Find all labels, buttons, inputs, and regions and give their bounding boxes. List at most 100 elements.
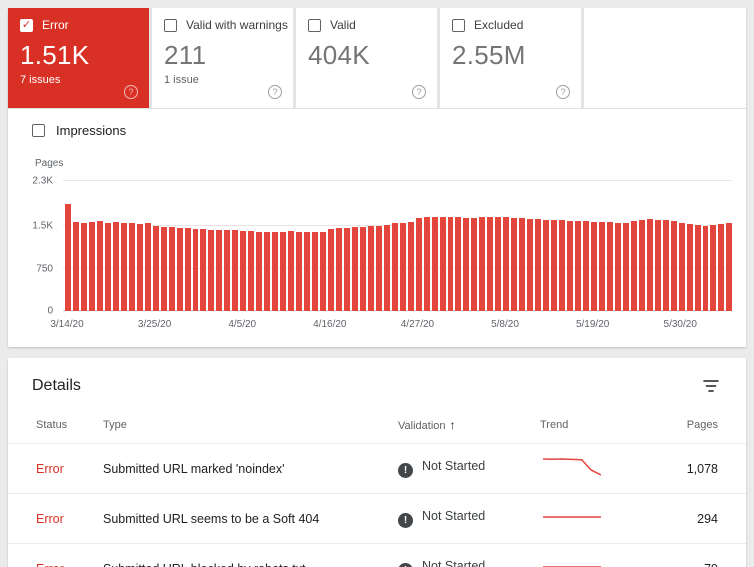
column-header-validation[interactable]: Validation ↑ [398,410,540,444]
chart-bar[interactable] [535,219,542,311]
chart-bar[interactable] [351,227,358,311]
status-card-valid-with-warnings[interactable]: Valid with warnings 211 1 issue ? [152,8,293,108]
help-icon[interactable]: ? [556,85,570,99]
valid-checkbox[interactable] [308,18,321,32]
column-header-type[interactable]: Type [103,410,398,444]
chart-bar[interactable] [694,225,701,311]
chart-bar[interactable] [144,223,151,311]
chart-bar[interactable] [375,225,382,311]
chart-bar[interactable] [168,227,175,311]
chart-bar[interactable] [598,221,605,311]
chart-bar[interactable] [662,220,669,311]
chart-bar[interactable] [455,217,462,311]
chart-bar[interactable] [431,217,438,311]
chart-bar[interactable] [256,231,263,311]
chart-bar[interactable] [288,231,295,311]
chart-bar[interactable] [670,220,677,311]
chart-bar[interactable] [112,222,119,311]
chart-bar[interactable] [519,218,526,311]
chart-bar[interactable] [192,229,199,311]
chart-bar[interactable] [630,220,637,311]
chart-bar[interactable] [312,232,318,311]
chart-bar[interactable] [447,216,454,311]
chart-bar[interactable] [88,222,95,311]
chart-bar[interactable] [590,221,597,311]
chart-bar[interactable] [702,225,709,311]
chart-bar[interactable] [80,222,87,311]
chart-bar[interactable] [120,223,127,311]
chart-bar[interactable] [136,223,143,311]
chart-bar[interactable] [176,227,183,311]
help-icon[interactable]: ? [268,85,282,99]
chart-bar[interactable] [104,222,111,311]
column-header-trend[interactable]: Trend [540,410,658,444]
chart-bar[interactable] [471,218,478,311]
chart-bar[interactable] [96,221,103,311]
chart-bar[interactable] [439,216,446,311]
excluded-checkbox[interactable] [452,18,465,32]
chart-bar[interactable] [503,217,510,311]
error-checkbox[interactable]: ✓ [20,18,33,32]
table-row[interactable]: Error Submitted URL marked 'noindex'! Not … [8,443,746,494]
chart-bar[interactable] [399,222,406,311]
help-icon[interactable]: ? [412,85,426,99]
chart-bar[interactable] [710,224,717,311]
chart-bar[interactable] [606,222,613,311]
chart-bar[interactable] [216,229,223,311]
valid-with-warnings-checkbox[interactable] [164,18,177,32]
chart-bar[interactable] [726,223,733,311]
chart-bar[interactable] [686,223,693,311]
filter-icon[interactable] [700,376,722,396]
chart-bar[interactable] [128,222,135,311]
chart-bar[interactable] [407,222,414,311]
chart-bar[interactable] [495,216,502,311]
column-header-pages[interactable]: Pages [658,410,746,444]
chart-bar[interactable] [487,216,494,311]
chart-bar[interactable] [65,203,71,311]
chart-bar[interactable] [567,220,573,311]
chart-bar[interactable] [272,231,279,311]
chart-bar[interactable] [646,219,653,311]
chart-bar[interactable] [304,232,311,311]
chart-bar[interactable] [391,223,398,311]
chart-bar[interactable] [184,228,191,311]
chart-bar[interactable] [718,223,725,311]
status-card-valid[interactable]: Valid 404K ? [296,8,437,108]
chart-bar[interactable] [622,222,629,311]
chart-bar[interactable] [575,220,581,311]
chart-bar[interactable] [72,221,79,311]
chart-bar[interactable] [335,228,342,311]
chart-bar[interactable] [160,226,167,311]
chart-bar[interactable] [320,231,326,311]
chart-bar[interactable] [654,219,661,311]
chart-bar[interactable] [264,232,271,311]
status-card-error[interactable]: ✓ Error 1.51K 7 issues ? [8,8,149,108]
chart-bar[interactable] [614,222,621,311]
chart-bar[interactable] [200,229,207,311]
chart-bar[interactable] [511,217,518,311]
chart-bar[interactable] [208,229,215,311]
table-row[interactable]: Error Submitted URL seems to be a Soft 40… [8,493,746,544]
chart-bar[interactable] [296,231,303,311]
chart-bar[interactable] [248,231,255,311]
help-icon[interactable]: ? [124,85,138,99]
chart-bar[interactable] [343,227,350,311]
chart-bar[interactable] [327,229,334,311]
chart-bar[interactable] [240,230,247,311]
status-card-excluded[interactable]: Excluded 2.55M ? [440,8,581,108]
chart-bar[interactable] [224,230,231,311]
chart-bar[interactable] [359,226,366,311]
column-header-status[interactable]: Status [8,410,103,444]
chart-bar[interactable] [543,219,550,311]
impressions-checkbox[interactable] [32,124,45,137]
chart-bar[interactable] [383,224,390,311]
chart-bar[interactable] [463,217,470,311]
chart-bar[interactable] [152,226,159,311]
chart-bar[interactable] [232,230,239,311]
chart-bar[interactable] [423,217,430,311]
chart-bar[interactable] [678,222,685,311]
chart-bar[interactable] [527,218,534,311]
chart-bar[interactable] [415,217,422,311]
chart-bar[interactable] [551,220,558,311]
